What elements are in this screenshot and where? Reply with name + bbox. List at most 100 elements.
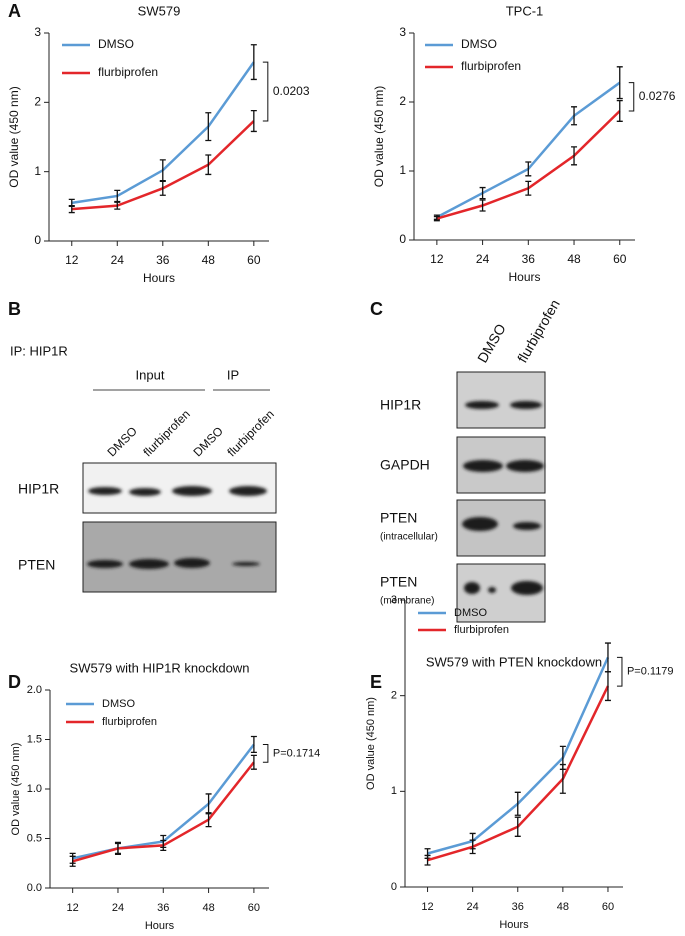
x-tick-label: 24	[112, 902, 124, 914]
legend-label: flurbiprofen	[461, 59, 521, 73]
blot-box	[82, 521, 277, 593]
bracket	[262, 743, 269, 763]
bands	[88, 486, 267, 496]
x-tick-label: 12	[65, 253, 79, 267]
lane-label: flurbiprofen	[224, 407, 276, 459]
legend-label: DMSO	[461, 37, 497, 51]
error-bar	[159, 180, 166, 196]
error-bar	[250, 735, 257, 754]
y-tick-label: 0.5	[27, 832, 42, 844]
x-tick-label: 48	[567, 252, 581, 266]
error-bar	[616, 99, 623, 122]
error-bar	[571, 146, 578, 166]
x-tick-label: 60	[613, 252, 627, 266]
legend-label: flurbiprofen	[98, 65, 158, 79]
x-tick-label: 48	[557, 901, 569, 913]
y-axis-label: OD value (450 nm)	[7, 86, 21, 187]
row-label: GAPDH	[380, 457, 430, 473]
lane-label: DMSO	[190, 424, 225, 459]
lane-label: DMSO	[104, 424, 139, 459]
lane-label: flurbiprofen	[514, 297, 563, 366]
y-tick-label: 3	[34, 25, 41, 39]
y-tick-label: 1.5	[27, 733, 42, 745]
y-axis-label: OD value (450 nm)	[372, 86, 386, 187]
error-bar	[68, 204, 75, 214]
y-tick-label: 0	[391, 881, 397, 893]
error-bar	[559, 763, 566, 794]
error-bar	[604, 671, 611, 702]
legend-label: flurbiprofen	[102, 716, 157, 728]
error-bar	[250, 754, 257, 770]
series-line	[436, 81, 621, 219]
x-tick-label: 60	[247, 253, 261, 267]
x-tick-label: 48	[202, 253, 216, 267]
x-axis-label: Hours	[145, 920, 175, 931]
error-bar	[250, 44, 257, 81]
x-tick-label: 36	[157, 902, 169, 914]
x-axis-label: Hours	[499, 919, 529, 931]
x-tick-label: 12	[67, 902, 79, 914]
chart-title: TPC-1	[506, 3, 544, 18]
error-bar	[514, 816, 521, 837]
panel-label: C	[370, 299, 383, 319]
error-bar	[479, 186, 486, 200]
row-label: PTEN	[380, 574, 417, 590]
annotation: 0.0276	[639, 89, 676, 103]
legend-label: DMSO	[102, 698, 135, 710]
error-bar	[433, 215, 440, 222]
chart-title: SW579 with PTEN knockdown	[426, 654, 602, 669]
legend-label: flurbiprofen	[454, 624, 509, 636]
y-tick-label: 3	[399, 25, 406, 39]
bracket	[616, 656, 623, 687]
error-bar	[616, 66, 623, 100]
y-tick-label: 0.0	[27, 882, 42, 894]
blot-title: IP: HIP1R	[10, 343, 68, 358]
bracket	[262, 61, 269, 122]
lane-label: flurbiprofen	[140, 407, 192, 459]
error-bar	[69, 855, 76, 867]
y-tick-label: 1	[391, 785, 397, 797]
legend-label: DMSO	[454, 607, 487, 619]
x-tick-label: 24	[476, 252, 490, 266]
x-axis-label: Hours	[508, 270, 540, 284]
x-tick-label: 60	[602, 901, 614, 913]
error-bar	[159, 159, 166, 182]
error-bar	[479, 199, 486, 212]
y-tick-label: 2.0	[27, 684, 42, 696]
y-axis-label: OD value (450 nm)	[365, 697, 377, 790]
x-tick-label: 36	[522, 252, 536, 266]
error-bar	[205, 112, 212, 142]
x-tick-label: 36	[512, 901, 524, 913]
error-bar	[571, 106, 578, 126]
annotation: P=0.1714	[273, 747, 320, 759]
x-tick-label: 24	[467, 901, 479, 913]
blot-box	[456, 371, 546, 429]
x-tick-label: 60	[248, 902, 260, 914]
x-axis-label: Hours	[143, 271, 175, 285]
row-label: PTEN	[18, 557, 55, 573]
x-tick-label: 48	[202, 902, 214, 914]
error-bar	[205, 793, 212, 815]
error-bar	[114, 201, 121, 210]
error-bar	[604, 642, 611, 673]
chart-title: SW579	[138, 3, 181, 18]
row-label: PTEN	[380, 510, 417, 526]
lane-label: DMSO	[474, 321, 509, 365]
y-tick-label: 2	[399, 94, 406, 108]
y-tick-label: 2	[391, 690, 397, 702]
group-label: Input	[136, 367, 165, 382]
panel-label: A	[8, 1, 21, 21]
y-tick-label: 3	[391, 594, 397, 606]
error-bar	[114, 842, 121, 854]
y-tick-label: 1	[34, 164, 41, 178]
row-sublabel: (intracellular)	[380, 532, 438, 543]
annotation: 0.0203	[273, 84, 310, 98]
x-tick-label: 24	[111, 253, 125, 267]
error-bar	[114, 189, 121, 203]
error-bar	[205, 812, 212, 828]
error-bar	[469, 839, 476, 855]
error-bar	[514, 791, 521, 816]
x-tick-label: 12	[430, 252, 444, 266]
y-tick-label: 0	[34, 233, 41, 247]
